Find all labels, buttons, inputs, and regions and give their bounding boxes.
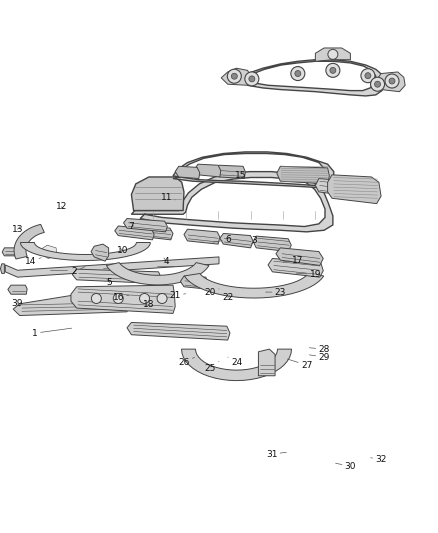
Circle shape [231,73,237,79]
Polygon shape [106,263,209,285]
Circle shape [326,63,340,77]
Polygon shape [181,349,292,381]
Polygon shape [184,273,324,298]
Text: 19: 19 [296,270,321,279]
Circle shape [365,72,371,79]
Text: 30: 30 [336,462,356,471]
Circle shape [389,78,395,84]
Circle shape [371,77,385,91]
Polygon shape [173,152,334,188]
Text: 17: 17 [283,256,304,264]
Polygon shape [13,287,128,316]
Text: 32: 32 [371,455,387,464]
Polygon shape [240,60,385,96]
Text: 24: 24 [228,357,242,367]
Polygon shape [328,175,381,204]
Polygon shape [37,245,57,259]
Polygon shape [276,248,323,265]
Polygon shape [175,166,200,179]
Text: 12: 12 [56,203,67,211]
Polygon shape [220,233,253,248]
Text: 27: 27 [287,359,312,369]
Polygon shape [258,349,275,376]
Circle shape [374,81,381,87]
Circle shape [157,294,167,303]
Text: 26: 26 [178,357,194,367]
Circle shape [295,70,301,77]
Circle shape [245,72,259,86]
Circle shape [291,67,305,80]
Text: 10: 10 [117,246,128,255]
Text: 16: 16 [113,293,129,302]
Polygon shape [376,72,405,92]
Polygon shape [21,243,150,261]
Polygon shape [180,276,208,289]
Polygon shape [115,226,154,240]
Polygon shape [2,248,22,256]
Polygon shape [0,264,4,273]
Text: 25: 25 [205,361,219,373]
Polygon shape [277,166,329,184]
Text: 15: 15 [232,172,247,181]
Polygon shape [124,219,167,232]
Text: 31: 31 [266,450,286,458]
Text: 11: 11 [161,193,175,201]
Text: 29: 29 [309,353,330,361]
Text: 28: 28 [309,345,330,353]
Polygon shape [71,285,175,313]
Polygon shape [8,285,27,294]
Polygon shape [268,259,323,277]
Circle shape [92,294,101,303]
Polygon shape [14,224,44,259]
Text: 4: 4 [164,257,169,265]
Polygon shape [315,48,350,61]
Polygon shape [184,229,220,244]
Circle shape [140,294,149,303]
Circle shape [361,69,375,83]
Polygon shape [221,68,252,85]
Polygon shape [253,236,291,252]
Polygon shape [131,172,333,232]
Circle shape [328,50,338,59]
Text: 22: 22 [222,293,233,302]
Text: 7: 7 [128,222,134,231]
Polygon shape [91,244,109,261]
Polygon shape [127,322,230,340]
Polygon shape [5,257,219,277]
Text: 23: 23 [265,288,286,296]
Text: 6: 6 [213,236,231,244]
Text: 18: 18 [143,301,158,309]
Text: 2: 2 [72,266,85,276]
Polygon shape [131,177,184,211]
Circle shape [330,67,336,74]
Text: 14: 14 [25,257,41,265]
Polygon shape [194,164,221,177]
Circle shape [113,294,123,303]
Circle shape [249,76,255,82]
Text: 1: 1 [32,328,72,337]
Polygon shape [131,225,173,240]
Polygon shape [72,269,161,284]
Text: 5: 5 [106,278,113,287]
Text: 3: 3 [251,237,257,245]
Text: 39: 39 [12,300,23,308]
Circle shape [227,69,241,83]
Text: 20: 20 [205,288,219,296]
Text: 21: 21 [170,292,186,300]
Polygon shape [215,165,245,179]
Text: 13: 13 [12,225,23,233]
Circle shape [385,74,399,88]
Polygon shape [315,179,354,196]
